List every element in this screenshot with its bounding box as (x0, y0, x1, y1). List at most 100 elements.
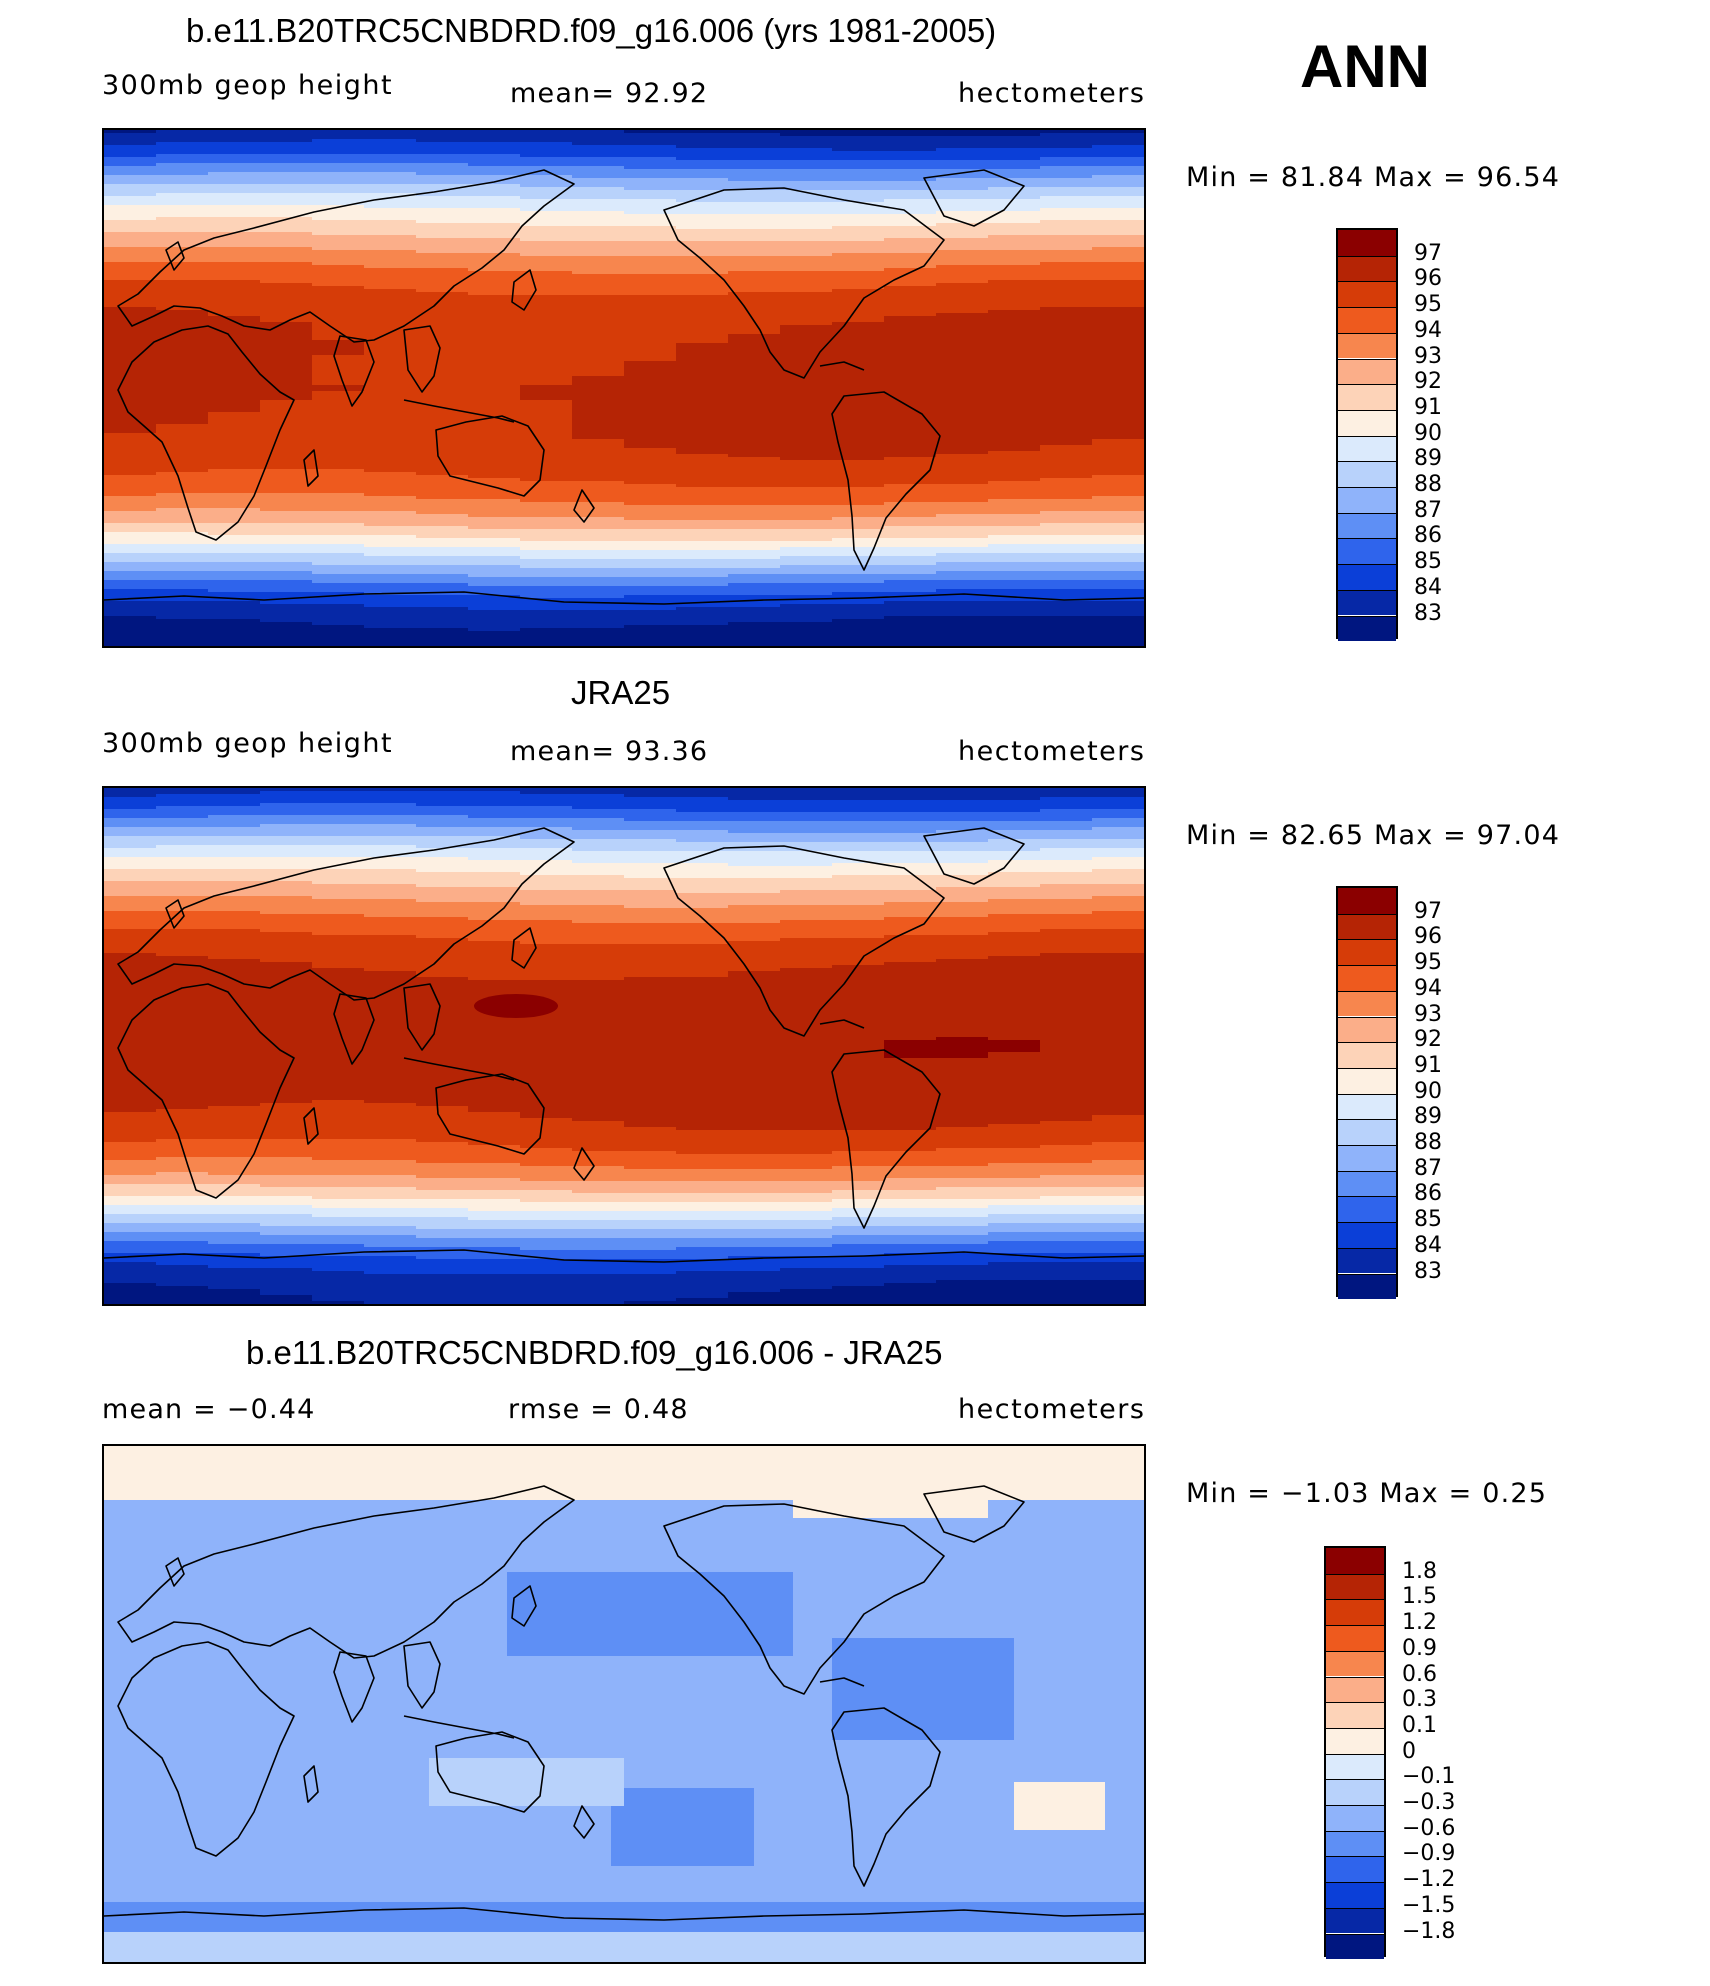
contour-cell (780, 881, 833, 885)
contour-cell (104, 1001, 157, 1005)
contour-cell (520, 932, 573, 936)
contour-cell (832, 625, 885, 629)
contour-cell (936, 514, 989, 518)
contour-cell (676, 280, 729, 284)
contour-cell (780, 259, 833, 263)
contour-cell (780, 133, 833, 137)
contour-cell (416, 445, 469, 449)
contour-cell (676, 514, 729, 518)
contour-cell (520, 490, 573, 494)
contour-cell (832, 421, 885, 425)
contour-cell (832, 923, 885, 927)
contour-cell (1092, 508, 1144, 512)
contour-cell (104, 884, 157, 888)
contour-cell (572, 214, 625, 218)
contour-cell (884, 797, 937, 801)
contour-cell (936, 409, 989, 413)
contour-cell (520, 247, 573, 251)
contour-cell (1092, 544, 1144, 548)
contour-cell (104, 893, 157, 897)
contour-cell (260, 923, 313, 927)
contour-cell (1092, 794, 1144, 798)
contour-cell (416, 184, 469, 188)
contour-cell (312, 223, 365, 227)
contour-cell (1092, 334, 1144, 338)
contour-cell (780, 139, 833, 143)
contour-cell (936, 950, 989, 954)
contour-cell (1040, 250, 1093, 254)
contour-cell (1092, 313, 1144, 317)
contour-cell (1092, 307, 1144, 311)
contour-cell (780, 199, 833, 203)
contour-cell (364, 199, 417, 203)
contour-cell (1040, 625, 1093, 629)
contour-cell (884, 604, 937, 608)
contour-cell (728, 211, 781, 215)
contour-cell (572, 193, 625, 197)
contour-cell (416, 175, 469, 179)
contour-cell (780, 295, 833, 299)
contour-cell (312, 142, 365, 146)
contour-cell (468, 625, 521, 629)
contour-cell (988, 884, 1041, 888)
contour-cell (780, 959, 833, 963)
contour-cell (1040, 235, 1093, 239)
contour-cell (1040, 337, 1093, 341)
contour-cell (676, 962, 729, 966)
contour-cell (104, 376, 157, 380)
contour-cell (572, 839, 625, 843)
contour-cell (832, 139, 885, 143)
contour-cell (988, 223, 1041, 227)
contour-cell (1040, 280, 1093, 284)
contour-cell (468, 553, 521, 557)
contour-cell (676, 821, 729, 825)
contour-cell (676, 517, 729, 521)
contour-cell (312, 445, 365, 449)
contour-cell (936, 812, 989, 816)
contour-cell (832, 893, 885, 897)
contour-cell (936, 821, 989, 825)
contour-cell (572, 995, 625, 999)
contour-cell (728, 193, 781, 197)
contour-cell (1040, 460, 1093, 464)
contour-cell (416, 610, 469, 614)
contour-cell (208, 854, 261, 858)
contour-cell (1092, 806, 1144, 810)
contour-cell (728, 872, 781, 876)
contour-cell (1092, 821, 1144, 825)
contour-cell (1040, 286, 1093, 290)
colorbar-swatch (1338, 230, 1396, 256)
contour-cell (104, 619, 157, 623)
contour-cell (936, 863, 989, 867)
contour-cell (624, 280, 677, 284)
contour-cell (260, 343, 313, 347)
colorbar-tick-label: 97 (1414, 240, 1442, 266)
contour-cell (260, 607, 313, 611)
contour-cell (832, 920, 885, 924)
contour-cell (728, 860, 781, 864)
contour-cell (208, 538, 261, 542)
contour-cell (884, 538, 937, 542)
contour-cell (780, 304, 833, 308)
contour-cell (936, 998, 989, 1002)
contour-cell (520, 304, 573, 308)
colorbar-swatch (1338, 358, 1396, 385)
contour-cell (884, 226, 937, 230)
contour-cell (624, 998, 677, 1002)
contour-cell (728, 580, 781, 584)
contour-cell (832, 250, 885, 254)
contour-cell (156, 983, 209, 987)
contour-cell (260, 631, 313, 635)
contour-cell (728, 941, 781, 945)
contour-cell (520, 800, 573, 804)
contour-cell (208, 824, 261, 828)
colorbar-tick-label: 90 (1414, 420, 1442, 446)
contour-cell (572, 962, 625, 966)
contour-cell (520, 208, 573, 212)
contour-cell (260, 610, 313, 614)
contour-cell (260, 436, 313, 440)
contour-cell (468, 481, 521, 485)
contour-cell (104, 613, 157, 617)
contour-cell (1092, 974, 1144, 978)
contour-cell (1040, 481, 1093, 485)
